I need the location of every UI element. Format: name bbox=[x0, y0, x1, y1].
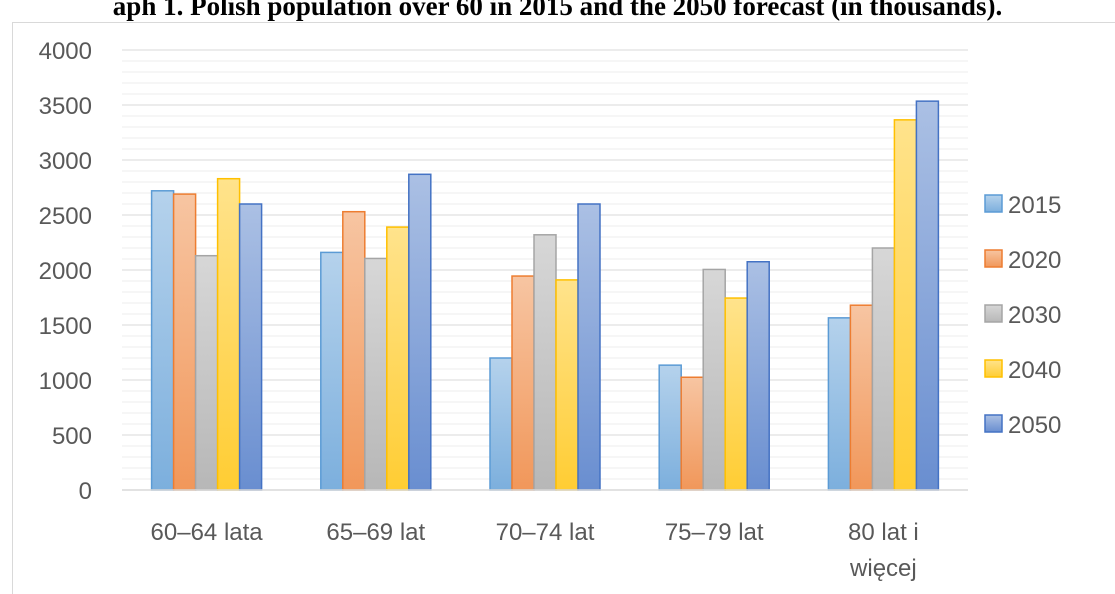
legend-label-2050: 2050 bbox=[1008, 412, 1061, 439]
x-category-label: 70–74 lat bbox=[496, 519, 595, 546]
bar-2015 bbox=[150, 190, 175, 491]
bar-2020 bbox=[172, 193, 197, 491]
bar-2040 bbox=[724, 297, 748, 491]
bar-2040 bbox=[555, 279, 579, 491]
bar-2020 bbox=[849, 304, 874, 491]
legend-label-2015: 2015 bbox=[1008, 192, 1061, 219]
y-tick-label: 3500 bbox=[39, 93, 92, 120]
bar-2020 bbox=[511, 275, 535, 491]
x-category-label: 80 lat i bbox=[848, 519, 919, 546]
x-category-label: 75–79 lat bbox=[665, 519, 764, 546]
bar-2040 bbox=[893, 119, 918, 491]
y-tick-label: 2500 bbox=[39, 203, 92, 230]
bar-2050 bbox=[746, 261, 770, 491]
y-tick-label: 2000 bbox=[39, 258, 92, 285]
legend-label-2040: 2040 bbox=[1008, 357, 1061, 384]
y-tick-label: 3000 bbox=[39, 148, 92, 175]
bar-2015 bbox=[489, 357, 513, 491]
bar-2040 bbox=[216, 177, 241, 491]
bar-2015 bbox=[320, 251, 344, 491]
bar-2015 bbox=[827, 317, 852, 491]
bar-2030 bbox=[194, 254, 219, 491]
bar-2040 bbox=[386, 226, 410, 491]
bar-2050 bbox=[238, 203, 263, 491]
bar-2015 bbox=[658, 364, 682, 491]
bar-2030 bbox=[702, 268, 726, 491]
chart-title: aph 1. Polish population over 60 in 2015… bbox=[112, 0, 1003, 21]
bar-2030 bbox=[364, 257, 388, 491]
legend-label-2030: 2030 bbox=[1008, 302, 1061, 329]
legend-swatch-2050 bbox=[984, 414, 1003, 433]
bar-2020 bbox=[342, 210, 366, 491]
y-tick-label: 0 bbox=[79, 478, 92, 505]
bar-2050 bbox=[915, 100, 940, 491]
bar-2020 bbox=[680, 376, 704, 491]
bar-2030 bbox=[533, 234, 557, 491]
y-tick-label: 4000 bbox=[39, 38, 92, 65]
legend-swatch-2015 bbox=[984, 194, 1003, 213]
y-tick-label: 1000 bbox=[39, 368, 92, 395]
legend-swatch-2020 bbox=[984, 249, 1003, 268]
x-category-label: 60–64 lata bbox=[151, 519, 264, 546]
y-tick-label: 500 bbox=[52, 423, 92, 450]
y-tick-label: 1500 bbox=[39, 313, 92, 340]
legend-swatch-2030 bbox=[984, 304, 1003, 323]
bar-2050 bbox=[408, 173, 432, 491]
legend-swatch-2040 bbox=[984, 359, 1003, 378]
chart-frame bbox=[12, 22, 1115, 594]
x-category-label: więcej bbox=[849, 555, 917, 582]
legend-label-2020: 2020 bbox=[1008, 247, 1061, 274]
x-category-label: 65–69 lat bbox=[326, 519, 425, 546]
bar-2030 bbox=[871, 247, 896, 491]
bar-2050 bbox=[577, 203, 601, 491]
